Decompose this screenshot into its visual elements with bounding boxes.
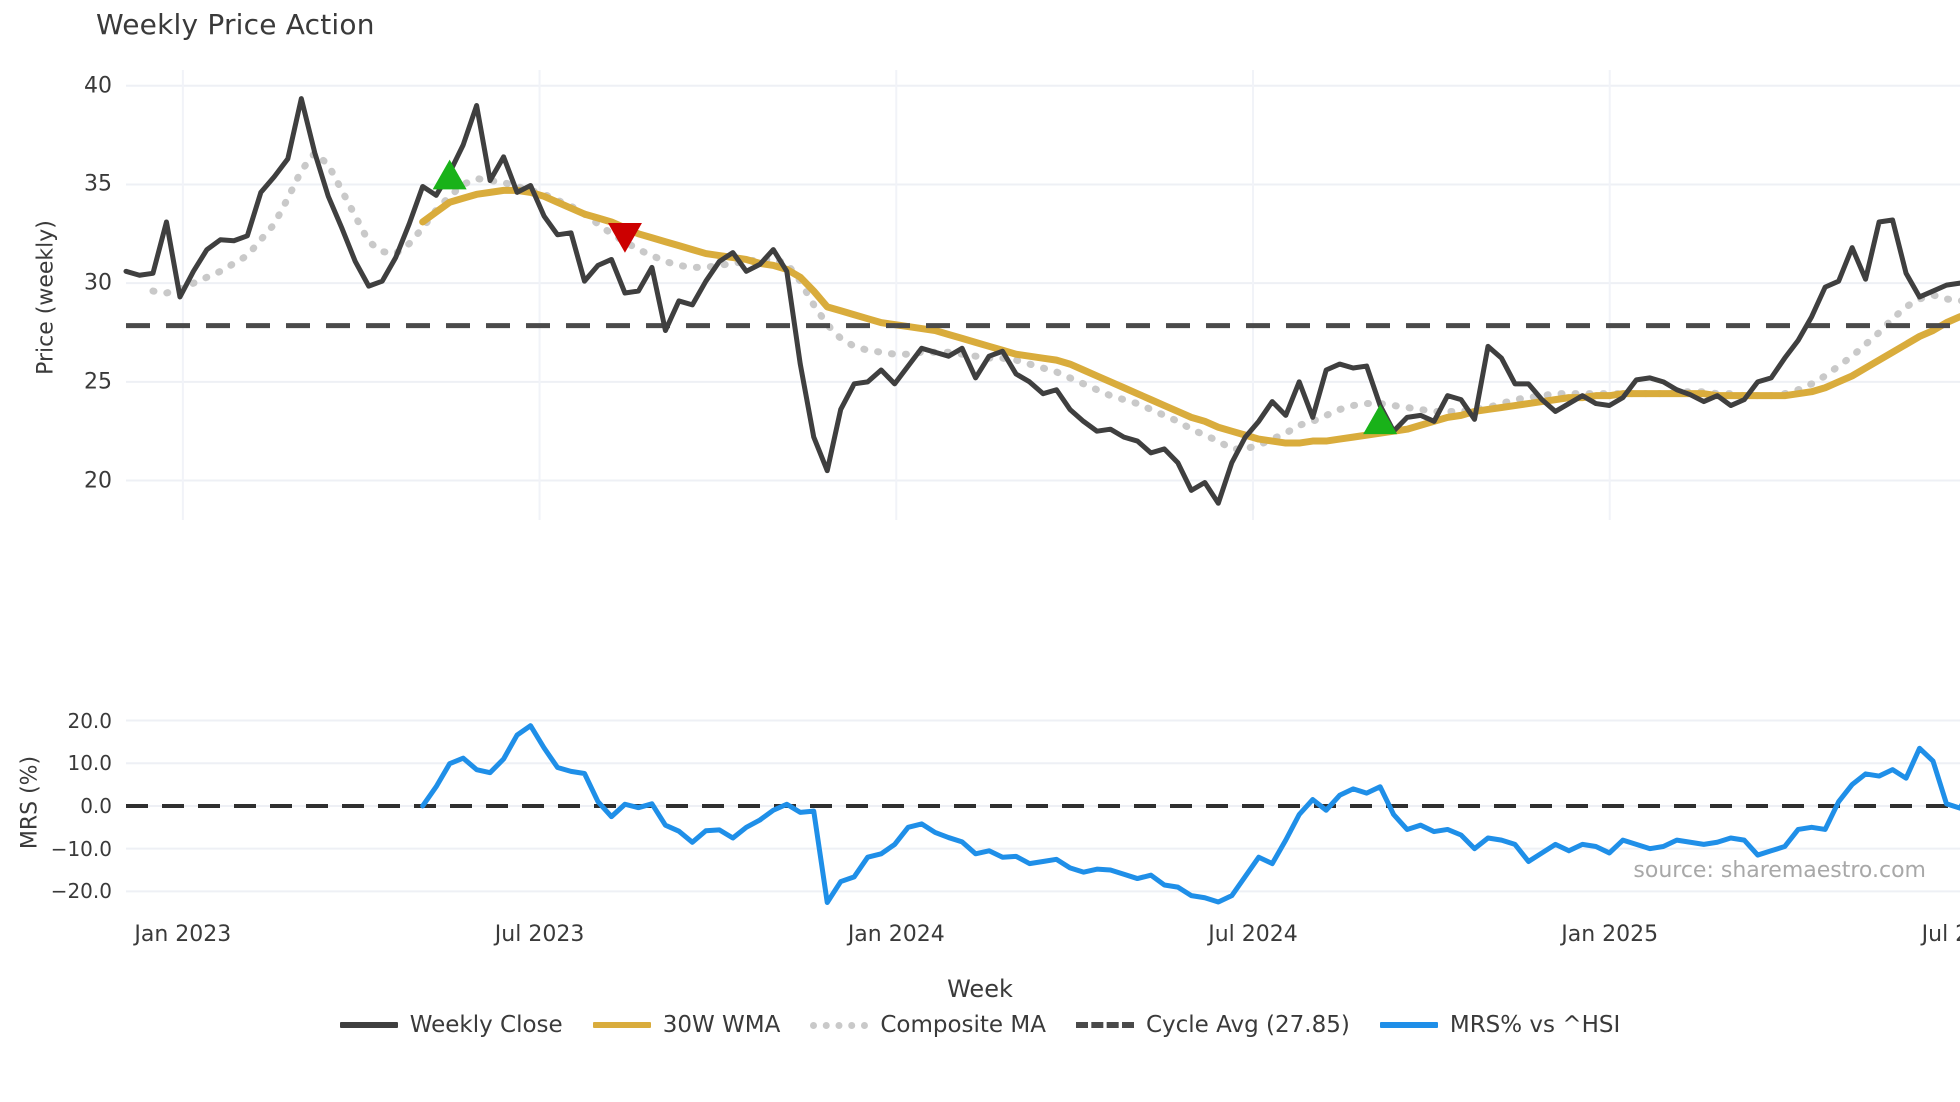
mrs-y-tick: 20.0	[67, 708, 112, 733]
mrs-panel: 20.0 10.0 0.0 −10.0 −20.0	[51, 709, 1960, 917]
x-tick-jan-2025: Jan 2025	[1561, 922, 1659, 947]
legend-swatch-icon	[592, 1022, 651, 1028]
legend-swatch-icon	[1379, 1022, 1438, 1028]
buy-marker-icon	[432, 159, 467, 190]
mrs-y-tick: −20.0	[50, 879, 112, 904]
x-tick-jul-2023: Jul 2023	[494, 922, 585, 947]
legend-label: 30W WMA	[662, 1012, 781, 1038]
legend-item-2[interactable]: Composite MA	[810, 1012, 1046, 1038]
x-axis-label: Week	[947, 975, 1013, 1003]
legend-item-3[interactable]: Cycle Avg (27.85)	[1075, 1012, 1350, 1038]
composite-ma-line	[149, 147, 1960, 453]
legend-swatch-icon	[810, 1021, 869, 1029]
x-tick-jul-2024: Jul 2024	[1208, 922, 1298, 947]
legend-item-1[interactable]: 30W WMA	[592, 1012, 781, 1038]
price-y-tick: 35	[84, 171, 112, 197]
mrs-y-tick: 10.0	[67, 751, 112, 776]
legend-label: Cycle Avg (27.85)	[1145, 1012, 1350, 1038]
legend-swatch-icon	[1075, 1022, 1134, 1028]
mrs-y-tick: −10.0	[50, 836, 112, 861]
sell-marker-icon	[607, 223, 642, 253]
mrs-plot	[126, 719, 1960, 905]
mrs-line	[420, 723, 1960, 905]
price-y-tick: 25	[84, 369, 112, 395]
weekly-close-line	[123, 96, 1960, 506]
mrs-axis-label: MRS (%)	[17, 755, 43, 850]
x-tick-jul-2025: Jul 2025	[1921, 922, 1960, 947]
x-tick-jan-2023: Jan 2023	[134, 922, 232, 947]
price-plot	[123, 70, 1960, 520]
x-tick-jan-2024: Jan 2024	[847, 922, 945, 947]
legend-swatch-icon	[339, 1022, 398, 1028]
wma-line	[419, 186, 1960, 447]
legend-label: Composite MA	[880, 1012, 1046, 1038]
price-y-tick: 40	[84, 73, 112, 99]
mrs-y-tick: 0.0	[80, 793, 112, 818]
legend-label: Weekly Close	[409, 1012, 563, 1038]
legend-item-0[interactable]: Weekly Close	[339, 1012, 563, 1038]
chart-title: Weekly Price Action	[96, 8, 375, 41]
price-panel: 40 35 30 25 20	[84, 70, 1960, 520]
price-y-tick: 20	[84, 468, 112, 494]
chart-legend: Weekly Close 30W WMA Composite MA Cycle Avg…	[0, 1012, 1960, 1038]
source-watermark: source: sharemaestro.com	[1633, 858, 1926, 883]
price-y-tick: 30	[84, 270, 112, 296]
legend-label: MRS% vs ^HSI	[1449, 1012, 1621, 1038]
price-axis-label: Price (weekly)	[33, 220, 59, 375]
buy-marker-icon	[1363, 404, 1398, 435]
legend-item-4[interactable]: MRS% vs ^HSI	[1379, 1012, 1621, 1038]
